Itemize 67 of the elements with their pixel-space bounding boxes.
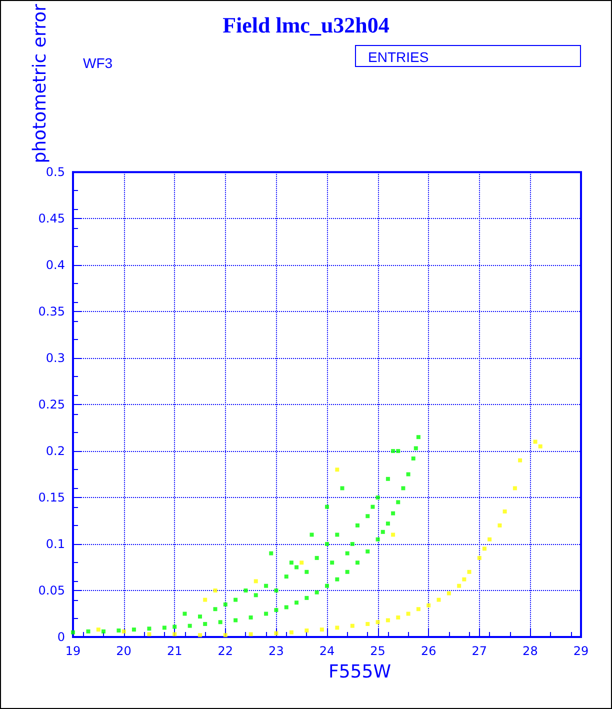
point xyxy=(376,620,380,624)
point xyxy=(248,632,253,636)
point xyxy=(426,603,431,608)
point xyxy=(391,532,396,537)
x-tick-label: 19 xyxy=(65,644,81,658)
point xyxy=(502,509,507,514)
point xyxy=(223,633,228,638)
x-tick-label: 23 xyxy=(268,644,284,658)
point xyxy=(416,607,420,612)
x-tick-label: 25 xyxy=(370,644,386,658)
x-tick-label: 21 xyxy=(166,644,182,658)
point xyxy=(335,468,340,472)
text: ENTRIES xyxy=(355,45,581,67)
point xyxy=(446,591,451,596)
x-tick-label: 26 xyxy=(420,644,436,658)
y-tick-label: 0.3 xyxy=(46,351,65,366)
chart-title: Field lmc_u32h04 xyxy=(222,12,390,38)
x-tick-label: 22 xyxy=(218,644,234,658)
point xyxy=(172,632,177,636)
point xyxy=(203,598,208,602)
y-tick-label: 0 xyxy=(57,630,65,644)
point xyxy=(386,618,390,622)
y-tick-label: 0.15 xyxy=(38,490,65,505)
point xyxy=(396,615,400,620)
y-tick-label: 0.35 xyxy=(38,304,65,319)
y-tick-label: 0.25 xyxy=(38,398,65,412)
point xyxy=(467,570,472,574)
point xyxy=(482,546,486,551)
point xyxy=(147,632,152,636)
point xyxy=(533,440,538,444)
point xyxy=(518,458,522,462)
point xyxy=(436,598,441,602)
point xyxy=(213,588,218,593)
y-axis-title: photometric error xyxy=(30,3,50,164)
point xyxy=(122,629,126,634)
point xyxy=(498,523,502,528)
text: WF3 xyxy=(83,55,113,71)
y-tick-label: 0.1 xyxy=(46,537,65,552)
x-tick-label: 27 xyxy=(472,644,488,658)
y-tick-label: 0.2 xyxy=(46,444,65,458)
point xyxy=(289,630,294,634)
y-tick-label: 0.45 xyxy=(38,212,65,226)
y-tick-label: 0.4 xyxy=(46,258,65,272)
point xyxy=(457,584,462,588)
point xyxy=(198,633,202,638)
point xyxy=(488,537,492,542)
x-tick-label: 24 xyxy=(319,644,335,658)
point xyxy=(350,624,354,628)
point xyxy=(320,628,324,632)
x-tick-label: 20 xyxy=(116,644,132,658)
point xyxy=(512,486,517,490)
y-tick-label: 0.05 xyxy=(38,584,65,598)
point xyxy=(538,444,542,448)
x-tick-label: 29 xyxy=(573,644,589,658)
point xyxy=(254,579,258,584)
x-tick-label: 28 xyxy=(522,644,538,658)
point xyxy=(462,577,466,582)
point xyxy=(335,626,340,630)
point xyxy=(300,560,304,565)
point xyxy=(274,631,278,636)
point xyxy=(366,622,370,626)
y-tick-label: 0.5 xyxy=(46,165,65,180)
x-axis-title: F555W xyxy=(328,662,392,682)
point xyxy=(96,628,100,632)
point xyxy=(304,628,309,632)
point xyxy=(477,556,482,560)
point xyxy=(406,612,410,616)
